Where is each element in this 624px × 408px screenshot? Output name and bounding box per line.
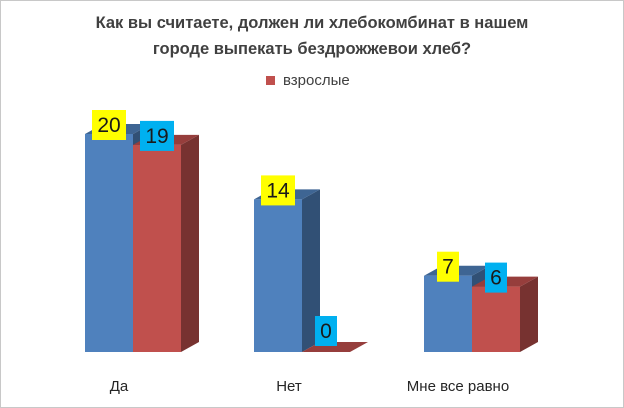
chart-title-line-2: городе выпекать бездрожжевои хлеб? — [152, 40, 472, 58]
data-label-2-0: 7 — [437, 251, 459, 282]
chart-legend: взрослые — [266, 70, 350, 90]
data-label-0-1: 19 — [140, 120, 174, 151]
data-label-text: 19 — [145, 125, 168, 148]
data-label-text: 0 — [320, 320, 332, 343]
category-label-1: Нет — [276, 378, 302, 395]
bar-1-0 — [254, 189, 320, 352]
data-label-2-1: 6 — [485, 262, 507, 293]
bar-2-1 — [472, 276, 538, 352]
data-label-text: 14 — [266, 179, 290, 202]
category-label-2: Мне все равно — [407, 378, 509, 395]
bar-0-1 — [133, 134, 199, 352]
data-label-1-0: 14 — [261, 175, 295, 206]
data-label-text: 20 — [97, 114, 120, 137]
chart-title: Как вы считаете, должен ли хлебокомбинат… — [0, 10, 624, 62]
data-label-0-0: 20 — [92, 110, 126, 140]
legend-swatch-vzroslye — [266, 75, 275, 85]
data-label-text: 7 — [442, 256, 454, 279]
data-label-1-1: 0 — [315, 316, 337, 346]
legend-label-vzroslye: взрослые — [283, 71, 350, 89]
category-label-0: Да — [110, 378, 129, 395]
chart-title-line-1: Как вы считаете, должен ли хлебокомбинат… — [95, 14, 529, 32]
data-label-text: 6 — [490, 267, 502, 290]
